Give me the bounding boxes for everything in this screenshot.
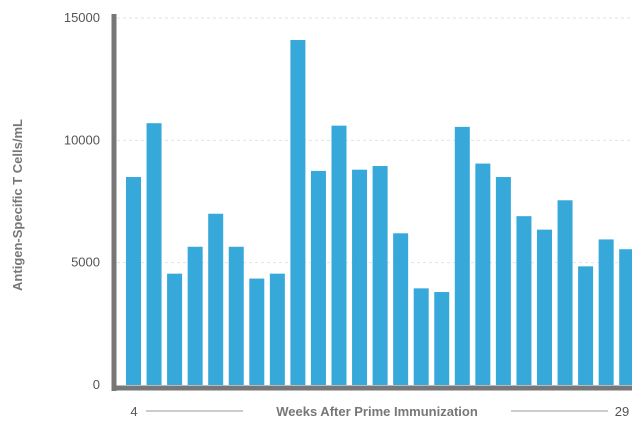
y-tick-label: 5000 [71,255,100,270]
y-axis-title: Antigen-Specific T Cells/mL [10,119,25,291]
bar [413,288,429,385]
x-axis-end-label: 29 [615,404,629,419]
bar [331,125,347,386]
bar [372,166,388,385]
bar [454,126,470,386]
bar [249,278,265,385]
bar [228,246,244,385]
bar [352,169,368,385]
y-tick-label: 0 [93,377,100,392]
bar [557,200,573,385]
bar [434,292,450,385]
bar [126,177,141,385]
bar [393,233,409,385]
bar [578,266,594,385]
bar [516,216,532,385]
bar [619,249,632,385]
gridlines [117,17,632,264]
bar [495,177,511,385]
y-tick-label: 10000 [64,132,100,147]
bar [290,40,306,386]
y-tick-label: 15000 [64,10,100,25]
bar [310,170,326,385]
bar [167,273,183,385]
bar [598,239,614,385]
x-axis-start-label: 4 [130,404,137,419]
bar [208,213,224,385]
x-axis-title: Weeks After Prime Immunization [276,404,478,419]
bar [269,273,285,385]
bars [126,40,632,386]
bar [187,246,203,385]
bar [146,123,162,385]
bar [537,229,552,385]
y-axis-ticks: 0 5000 10000 15000 [64,10,100,392]
bar [475,163,491,385]
